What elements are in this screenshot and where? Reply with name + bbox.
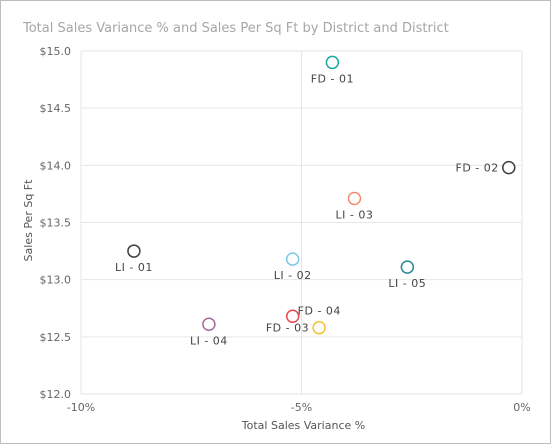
x-tick-label: -5% [291,401,312,414]
x-tick-label: 0% [513,401,530,414]
chart-title: Total Sales Variance % and Sales Per Sq … [23,21,449,36]
grid [80,50,523,395]
y-tick-label: $13.0 [40,274,72,287]
x-tick-label: -10% [67,401,95,414]
y-tick-label: $12.5 [40,331,72,344]
scatter-point[interactable] [285,252,300,266]
point-label: LI - 02 [274,269,312,282]
y-tick-label: $15.0 [40,45,72,58]
scatter-point[interactable] [312,320,326,335]
point-label: FD - 03 [266,322,309,335]
scatter-point[interactable] [285,309,300,324]
y-tick-label: $13.5 [40,217,72,230]
y-axis-label: Sales Per Sq Ft [22,179,35,262]
y-tick-label: $12.0 [40,388,72,401]
data-points: FD - 01 FD - 02 LI - 03 LI - 01 LI - 02 LI - … [115,55,516,347]
point-label: FD - 04 [298,304,341,317]
point-label: FD - 01 [311,72,354,85]
point-label: LI - 05 [388,277,426,290]
point-label: LI - 04 [190,334,228,347]
point-label: FD - 02 [456,162,499,175]
scatter-point[interactable] [127,244,141,258]
y-tick-label: $14.5 [40,102,72,115]
point-label: LI - 03 [335,208,373,221]
axis-ticks: $12.0 $12.5 $13.0 $13.5 $14.0 $14.5 $15.0 -10% -… [40,45,531,414]
y-tick-label: $14.0 [40,159,72,172]
scatter-point[interactable] [502,160,516,175]
scatter-point[interactable] [400,260,415,274]
x-axis-label: Total Sales Variance % [241,419,365,432]
point-label: LI - 01 [115,261,153,274]
scatter-point[interactable] [325,55,340,70]
scatter-point[interactable] [202,317,216,332]
scatter-point[interactable] [347,191,362,206]
